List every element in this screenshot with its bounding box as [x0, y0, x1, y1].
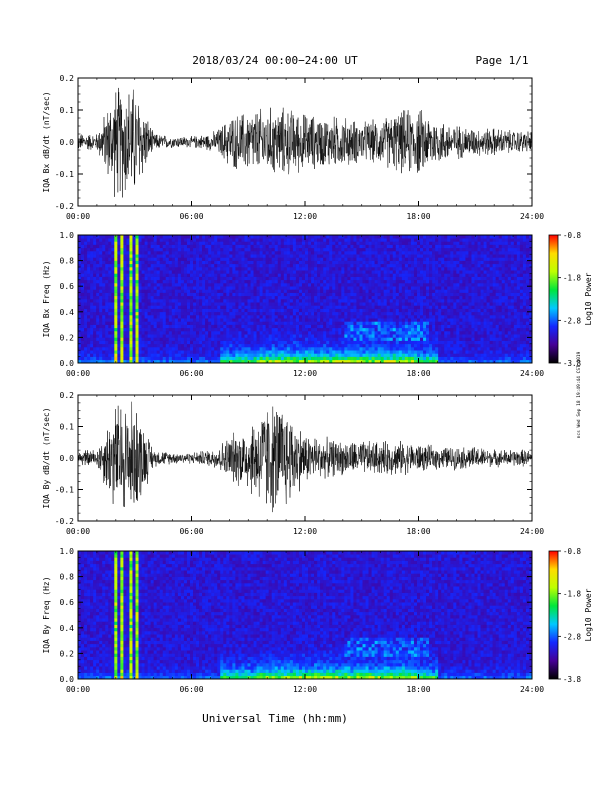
x-tick-label: 18:00 [406, 685, 430, 694]
y-axis-label: IQA By dB/dt (nT/sec) [42, 407, 51, 508]
colorbar-tick-label: -3.8 [563, 675, 582, 684]
colorbar-tick-label: -1.8 [563, 590, 582, 599]
bx-dbdt-panel: 00:00 06:00 12:00 18:00 24:00 -0.2 -0.1 0.0 0.1 0… [42, 74, 544, 221]
x-tick-label: 18:00 [406, 212, 430, 221]
colorbar [548, 550, 559, 680]
x-tick-label: 00:00 [66, 685, 90, 694]
y-tick-label: 0.0 [60, 675, 75, 684]
y-tick-label: 0.2 [60, 333, 75, 342]
x-tick-label: 12:00 [293, 685, 317, 694]
series-line [78, 401, 532, 513]
colorbar-label: Log10 Power [584, 272, 593, 325]
colorbar [548, 234, 559, 364]
x-tick-label: 18:00 [406, 369, 430, 378]
side-timestamp: ncs Wed Sep 18 19:49:44 CST 2019 [576, 351, 582, 438]
x-tick-label: 24:00 [520, 527, 544, 536]
x-tick-label: 00:00 [66, 212, 90, 221]
x-tick-label: 24:00 [520, 369, 544, 378]
colorbar-tick-label: -2.8 [563, 632, 582, 641]
x-tick-label: 12:00 [293, 212, 317, 221]
y-tick-label: 0.6 [60, 282, 75, 291]
y-tick-label: 0.2 [60, 74, 75, 83]
x-axis-label: Universal Time (hh:mm) [202, 712, 348, 725]
y-axis-label: IQA Bx Freq (Hz) [42, 260, 51, 337]
by-frequency-spectrogram-panel: -0.8 -1.8 -2.8 -3.8 Log10 Power 00:00 06:00 12:… [42, 547, 593, 694]
y-tick-label: 0.2 [60, 391, 75, 400]
y-tick-label: 0.8 [60, 573, 75, 582]
y-axis-label: IQA By Freq (Hz) [42, 576, 51, 653]
x-tick-label: 06:00 [179, 369, 203, 378]
y-tick-label: 0.6 [60, 598, 75, 607]
x-tick-label: 24:00 [520, 685, 544, 694]
y-tick-label: 0.0 [60, 138, 75, 147]
y-tick-label: 1.0 [60, 547, 75, 556]
spectrogram-cells [78, 551, 533, 680]
y-tick-label: 0.8 [60, 257, 75, 266]
series-line [78, 87, 532, 198]
x-tick-label: 12:00 [293, 527, 317, 536]
y-tick-label: 0.4 [60, 308, 75, 317]
y-tick-label: 0.0 [60, 359, 75, 368]
y-tick-label: -0.1 [55, 486, 74, 495]
by-dbdt-panel: 00:00 06:00 12:00 18:00 24:00 -0.2 -0.1 0.0 0.1 0… [42, 391, 544, 536]
y-tick-label: 0.1 [60, 106, 75, 115]
y-tick-label: -0.2 [55, 517, 74, 526]
x-tick-label: 06:00 [179, 212, 203, 221]
x-tick-label: 00:00 [66, 369, 90, 378]
x-tick-label: 18:00 [406, 527, 430, 536]
x-tick-label: 12:00 [293, 369, 317, 378]
x-tick-label: 06:00 [179, 527, 203, 536]
x-tick-label: 00:00 [66, 527, 90, 536]
colorbar-tick-label: -2.8 [563, 316, 582, 325]
colorbar-tick-label: -1.8 [563, 274, 582, 283]
colorbar-label: Log10 Power [584, 588, 593, 641]
y-tick-label: 0.0 [60, 454, 75, 463]
y-tick-label: 0.2 [60, 649, 75, 658]
y-tick-label: -0.2 [55, 202, 74, 211]
spectrogram-cells [78, 235, 533, 364]
bx-frequency-spectrogram-panel: -0.8 -1.8 -2.8 -3.8 Log10 Power 00:00 06:00 12:… [42, 231, 593, 378]
y-tick-label: 1.0 [60, 231, 75, 240]
x-tick-label: 24:00 [520, 212, 544, 221]
y-tick-label: -0.1 [55, 170, 74, 179]
y-tick-label: 0.1 [60, 423, 75, 432]
y-axis-label: IQA Bx dB/dt (nT/sec) [42, 91, 51, 192]
date-range-title: 2018/03/24 00:00−24:00 UT [192, 54, 358, 67]
x-tick-label: 06:00 [179, 685, 203, 694]
page-indicator: Page 1/1 [476, 54, 529, 67]
colorbar-tick-label: -0.8 [563, 547, 582, 556]
colorbar-tick-label: -3.8 [563, 359, 582, 368]
y-tick-label: 0.4 [60, 624, 75, 633]
colorbar-tick-label: -0.8 [563, 231, 582, 240]
